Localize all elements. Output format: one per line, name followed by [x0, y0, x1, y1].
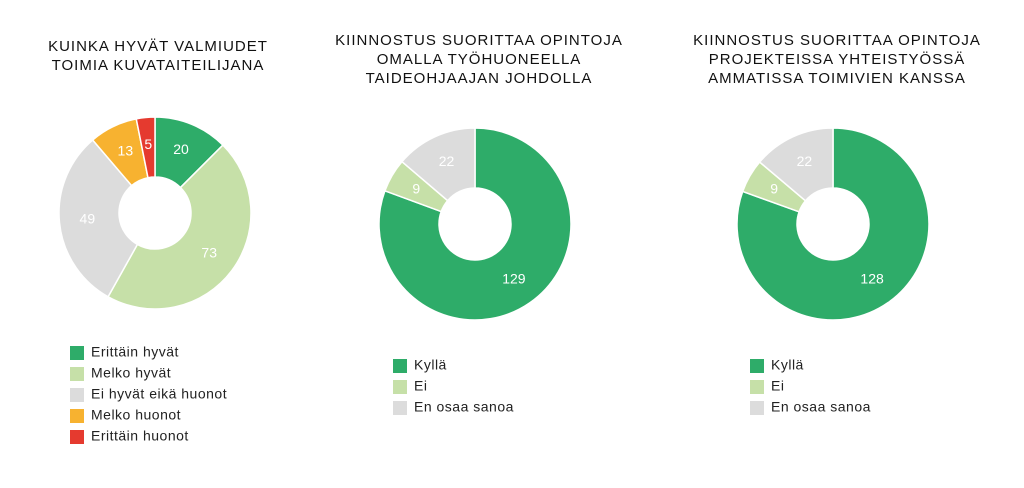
chart-title: PROJEKTEISSA YHTEISTYÖSSÄ [709, 50, 965, 68]
legend-swatch [393, 401, 407, 415]
legend-label: Ei hyvät eikä huonot [91, 386, 227, 402]
legend-swatch [750, 359, 764, 373]
legend-label: Kyllä [414, 357, 447, 373]
slice-label: 49 [80, 210, 96, 226]
legend-label: Ei [771, 378, 784, 394]
chart-title: KIINNOSTUS SUORITTAA OPINTOJA [693, 32, 981, 49]
legend-swatch [70, 388, 84, 402]
legend-label: En osaa sanoa [771, 399, 871, 415]
chart-title: KUINKA HYVÄT VALMIUDET [48, 38, 268, 55]
slice-label: 9 [412, 180, 420, 196]
chart-title: TAIDEOHJAAJAN JOHDOLLA [366, 70, 593, 87]
donut-slice [758, 127, 834, 202]
legend-swatch [393, 359, 407, 373]
donut-slice [107, 144, 252, 310]
legend-label: Kyllä [771, 357, 804, 373]
slice-label: 129 [502, 270, 526, 286]
donut-slice [736, 127, 930, 321]
legend-swatch [70, 430, 84, 444]
slice-label: 9 [770, 181, 778, 197]
slice-label: 128 [860, 270, 884, 286]
legend-label: Melko huonot [91, 407, 181, 423]
donut-slice [378, 127, 572, 321]
chart-title: AMMATISSA TOIMIVIEN KANSSA [708, 70, 966, 87]
legend-swatch [393, 380, 407, 394]
legend-swatch [750, 380, 764, 394]
donut-slice [400, 127, 476, 202]
slice-label: 13 [118, 143, 134, 159]
chart-title: OMALLA TYÖHUONEELLA [377, 50, 582, 68]
legend-label: En osaa sanoa [414, 399, 514, 415]
slice-label: 20 [173, 141, 189, 157]
legend-label: Ei [414, 378, 427, 394]
donut-slice [58, 138, 139, 298]
slice-label: 5 [144, 136, 152, 152]
legend-swatch [70, 367, 84, 381]
chart-title: TOIMIA KUVATAITEILIJANA [52, 57, 265, 74]
slice-label: 22 [797, 153, 813, 169]
donut-slice [135, 116, 156, 179]
slice-label: 73 [201, 245, 217, 261]
legend-swatch [70, 346, 84, 360]
slice-label: 22 [439, 153, 455, 169]
legend-swatch [750, 401, 764, 415]
legend-label: Erittäin hyvät [91, 344, 179, 360]
legend-label: Melko hyvät [91, 365, 171, 381]
legend-label: Erittäin huonot [91, 428, 189, 444]
chart-title: KIINNOSTUS SUORITTAA OPINTOJA [335, 32, 623, 49]
legend-swatch [70, 409, 84, 423]
